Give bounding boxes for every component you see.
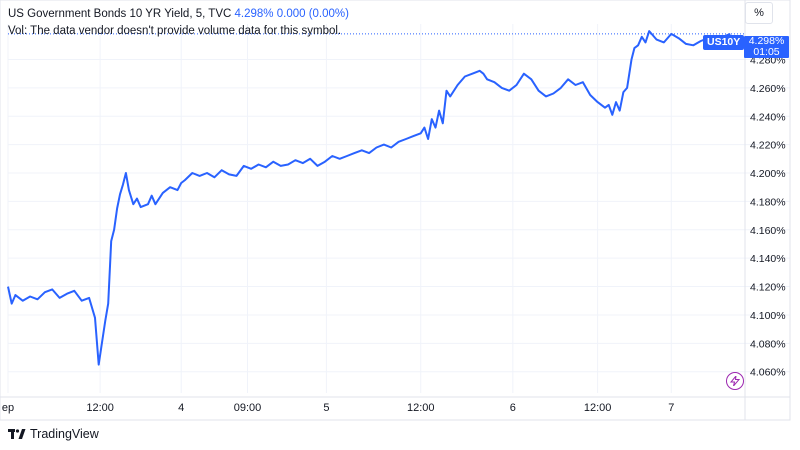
legend: US Government Bonds 10 YR Yield, 5, TVC … (8, 6, 349, 40)
economic-event-icon[interactable] (726, 372, 744, 390)
lightning-icon (730, 376, 740, 386)
legend-volume-note: Vol: The data vendor doesn't provide vol… (8, 25, 342, 37)
footer-brand: TradingView (30, 427, 99, 441)
x-tick-label: 12:00 (584, 402, 612, 414)
legend-title: US Government Bonds 10 YR Yield, 5, TVC (8, 8, 232, 20)
x-tick-label: 5 (323, 402, 329, 414)
series-line[interactable] (7, 30, 731, 366)
y-tick-label: 4.100% (750, 310, 786, 322)
footer[interactable]: TradingView (8, 427, 99, 441)
x-tick-label: 12:00 (86, 402, 114, 414)
x-tick-label: 4 (178, 402, 184, 414)
percent-scale-icon: % (754, 7, 764, 19)
x-tick-label: 6 (510, 402, 516, 414)
y-tick-label: 4.240% (750, 111, 786, 123)
x-tick-label: 12:00 (407, 402, 435, 414)
tradingview-logo-icon (8, 428, 26, 439)
price-tag-value: 4.298% (748, 35, 785, 47)
legend-last-value: 4.298% (234, 8, 274, 20)
symbol-tag: US10Y (703, 35, 745, 50)
y-tick-label: 4.180% (750, 196, 786, 208)
y-tick-label: 4.060% (750, 367, 786, 379)
price-tag-countdown: 01:05 (753, 46, 780, 58)
x-tick-label: 09:00 (234, 402, 262, 414)
percent-scale-button[interactable]: % (745, 2, 773, 24)
x-tick-label: ep (2, 402, 14, 414)
y-tick-label: 4.260% (750, 83, 786, 95)
price-tag: 4.298% 01:05 (744, 36, 789, 58)
legend-title-row: US Government Bonds 10 YR Yield, 5, TVC … (8, 6, 349, 23)
y-tick-label: 4.200% (750, 168, 786, 180)
y-tick-label: 4.140% (750, 253, 786, 265)
x-tick-label: 7 (668, 402, 674, 414)
y-tick-label: 4.220% (750, 140, 786, 152)
chart-frame (0, 0, 791, 421)
y-tick-label: 4.160% (750, 225, 786, 237)
legend-change: 0.000 (0.00%) (276, 8, 349, 20)
y-tick-label: 4.120% (750, 282, 786, 294)
y-tick-label: 4.080% (750, 338, 786, 350)
